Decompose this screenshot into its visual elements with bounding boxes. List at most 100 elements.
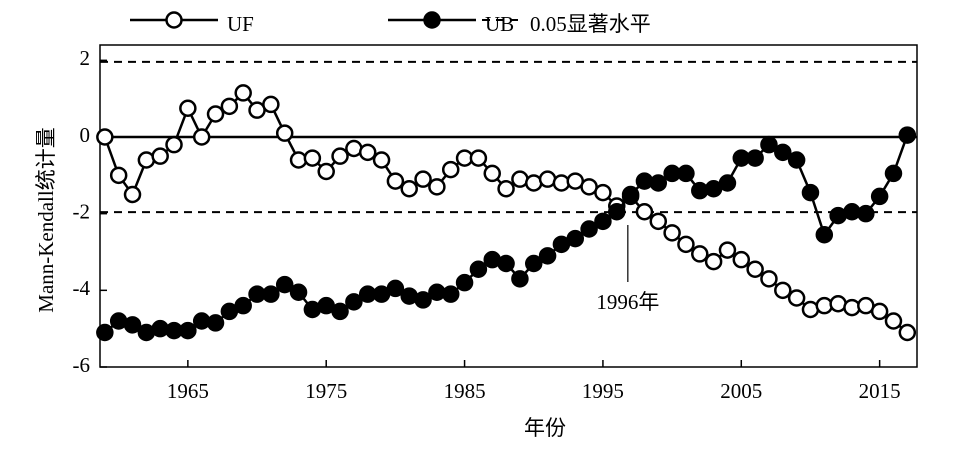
marker bbox=[96, 323, 114, 342]
marker bbox=[843, 203, 861, 221]
marker bbox=[289, 283, 308, 301]
marker bbox=[594, 212, 612, 231]
marker bbox=[787, 289, 806, 307]
marker bbox=[608, 203, 626, 221]
marker bbox=[884, 312, 903, 330]
marker bbox=[594, 183, 612, 202]
marker bbox=[760, 135, 778, 154]
marker bbox=[428, 283, 446, 301]
marker bbox=[192, 128, 211, 146]
marker bbox=[441, 160, 460, 179]
marker bbox=[801, 183, 820, 202]
x-tick-label: 1985 bbox=[444, 379, 486, 403]
y-tick-label: -6 bbox=[73, 353, 91, 377]
marker bbox=[345, 293, 363, 311]
y-tick-label: 0 bbox=[80, 123, 91, 147]
marker bbox=[455, 273, 474, 292]
marker bbox=[760, 270, 778, 288]
marker bbox=[123, 185, 142, 204]
marker bbox=[206, 105, 225, 123]
marker bbox=[774, 281, 792, 300]
marker bbox=[220, 97, 239, 116]
marker bbox=[358, 143, 377, 162]
x-tick-label: 1965 bbox=[167, 379, 209, 403]
marker bbox=[165, 135, 183, 154]
marker bbox=[275, 124, 294, 142]
marker bbox=[691, 245, 709, 263]
plot-frame bbox=[99, 44, 918, 368]
marker bbox=[386, 172, 405, 190]
marker bbox=[275, 275, 294, 294]
marker bbox=[732, 250, 751, 269]
marker bbox=[621, 185, 640, 204]
legend-label: 0.05显著水平 bbox=[530, 12, 651, 36]
marker bbox=[774, 143, 792, 162]
marker bbox=[677, 164, 695, 183]
marker bbox=[109, 166, 128, 185]
marker bbox=[400, 180, 418, 198]
y-tick-label: -2 bbox=[73, 199, 91, 223]
marker bbox=[441, 285, 460, 303]
marker bbox=[179, 99, 197, 117]
marker bbox=[234, 296, 252, 315]
y-tick-label: -4 bbox=[73, 276, 91, 300]
marker bbox=[331, 147, 349, 165]
marker bbox=[635, 203, 654, 221]
marker bbox=[898, 323, 917, 342]
marker bbox=[303, 149, 322, 167]
marker bbox=[677, 235, 695, 254]
x-tick-label: 1975 bbox=[305, 379, 347, 403]
marker bbox=[234, 84, 252, 102]
marker bbox=[317, 162, 335, 181]
marker bbox=[428, 178, 446, 196]
x-axis-label: 年份 bbox=[524, 416, 566, 440]
marker bbox=[262, 95, 280, 114]
series-line bbox=[104, 134, 909, 334]
marker bbox=[649, 212, 668, 231]
marker bbox=[649, 174, 668, 192]
marker bbox=[262, 285, 280, 303]
x-tick-label: 2005 bbox=[720, 379, 762, 403]
marker bbox=[746, 149, 764, 167]
legend-label: UF bbox=[227, 12, 254, 36]
marker bbox=[151, 319, 169, 338]
x-tick-label: 2015 bbox=[859, 379, 901, 403]
marker bbox=[843, 298, 861, 317]
y-axis-label: Mann-Kendall统计量 bbox=[34, 127, 58, 312]
marker bbox=[414, 170, 432, 188]
marker bbox=[386, 279, 405, 298]
marker bbox=[870, 187, 889, 206]
marker bbox=[718, 174, 737, 192]
marker bbox=[497, 254, 515, 273]
marker bbox=[469, 260, 488, 278]
annotation-label: 1996年 bbox=[596, 290, 659, 314]
marker bbox=[372, 151, 391, 169]
marker bbox=[289, 151, 308, 169]
marker bbox=[483, 164, 501, 183]
marker bbox=[857, 204, 875, 223]
marker bbox=[815, 296, 834, 315]
marker bbox=[691, 181, 709, 200]
marker bbox=[497, 180, 515, 198]
marker bbox=[815, 226, 834, 244]
x-tick-label: 1995 bbox=[582, 379, 624, 403]
legend-marker bbox=[423, 11, 441, 29]
marker bbox=[746, 260, 764, 278]
marker bbox=[331, 302, 349, 321]
marker bbox=[704, 252, 723, 271]
marker bbox=[414, 291, 432, 309]
marker bbox=[525, 254, 543, 273]
marker bbox=[179, 321, 197, 340]
marker bbox=[123, 316, 142, 334]
marker bbox=[206, 314, 225, 332]
marker bbox=[192, 312, 211, 330]
marker bbox=[552, 174, 571, 192]
marker bbox=[511, 270, 529, 288]
marker bbox=[663, 224, 681, 242]
y-tick-label: 2 bbox=[80, 46, 91, 70]
marker bbox=[884, 164, 903, 183]
marker bbox=[718, 241, 737, 259]
marker bbox=[635, 172, 654, 190]
marker bbox=[898, 126, 917, 144]
